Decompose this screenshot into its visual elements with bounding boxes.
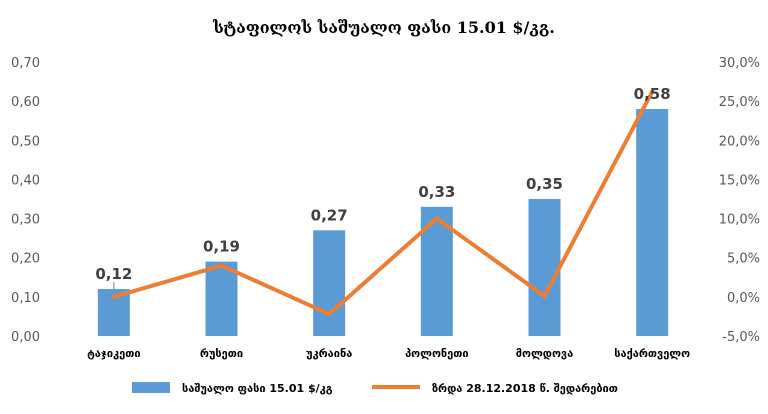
- bar-data-label: 0,35: [526, 175, 563, 193]
- legend-bar-swatch: [132, 382, 170, 393]
- legend: საშუალო ფასი 15.01 $/კგ ზრდა 28.12.2018 …: [132, 382, 618, 395]
- line-point: [111, 294, 116, 299]
- data-labels: 0,12 0,19 0,27 0,33 0,35 0,58: [95, 85, 671, 290]
- category-label: პოლონეთი: [405, 347, 469, 360]
- left-axis-tick-label: 0,40: [11, 173, 40, 188]
- left-axis-tick-label: 0,00: [11, 330, 40, 345]
- category-label: საქართველო: [614, 347, 690, 360]
- category-label: რუსეთი: [200, 347, 243, 360]
- category-labels: ტაჯიკეთი რუსეთი უკრაინა პოლონეთი მოლდოვა საქა…: [87, 347, 690, 360]
- right-axis: -5,0% 0,0% 5,0% 10,0% 15,0% 20,0% 25,0% 30,0%: [719, 56, 760, 345]
- growth-line: [111, 89, 655, 317]
- left-axis-tick-label: 0,30: [11, 213, 40, 228]
- bar: [528, 199, 561, 336]
- bar-data-label: 0,33: [418, 183, 455, 201]
- left-axis-tick-label: 0,20: [11, 252, 40, 267]
- right-axis-tick-label: 25,0%: [719, 95, 760, 110]
- bar-data-label: 0,27: [311, 206, 348, 224]
- bar-data-label: 0,19: [203, 238, 240, 256]
- legend-bar-label: საშუალო ფასი 15.01 $/კგ: [182, 382, 333, 395]
- bar-data-label: 0,12: [95, 265, 132, 283]
- category-label: ტაჯიკეთი: [87, 347, 140, 360]
- bar: [313, 230, 346, 336]
- right-axis-tick-label: -5,0%: [722, 330, 760, 345]
- line-point: [434, 216, 439, 221]
- bar: [636, 108, 669, 336]
- line-point: [650, 89, 655, 94]
- category-label: მოლდოვა: [516, 347, 573, 360]
- bar: [205, 261, 238, 336]
- right-axis-tick-label: 5,0%: [727, 252, 760, 267]
- bar-data-label: 0,58: [634, 85, 671, 103]
- line-point: [327, 312, 332, 317]
- right-axis-tick-label: 20,0%: [719, 134, 760, 149]
- line-point: [542, 294, 547, 299]
- legend-line-label: ზრდა 28.12.2018 წ. შედარებით: [432, 382, 618, 395]
- left-axis-tick-label: 0,50: [11, 134, 40, 149]
- right-axis-tick-label: 30,0%: [719, 56, 760, 71]
- left-axis: 0,00 0,10 0,20 0,30 0,40 0,50 0,60 0,70: [11, 56, 40, 345]
- left-axis-tick-label: 0,70: [11, 56, 40, 71]
- right-axis-tick-label: 0,0%: [727, 291, 760, 306]
- right-axis-tick-label: 10,0%: [719, 213, 760, 228]
- right-axis-tick-label: 15,0%: [719, 173, 760, 188]
- chart-title: სტაფილოს საშუალო ფასი 15.01 $/კგ.: [212, 18, 555, 37]
- left-axis-tick-label: 0,60: [11, 95, 40, 110]
- category-label: უკრაინა: [306, 347, 352, 360]
- line-point: [219, 263, 224, 268]
- left-axis-tick-label: 0,10: [11, 291, 40, 306]
- line-series: [111, 89, 655, 317]
